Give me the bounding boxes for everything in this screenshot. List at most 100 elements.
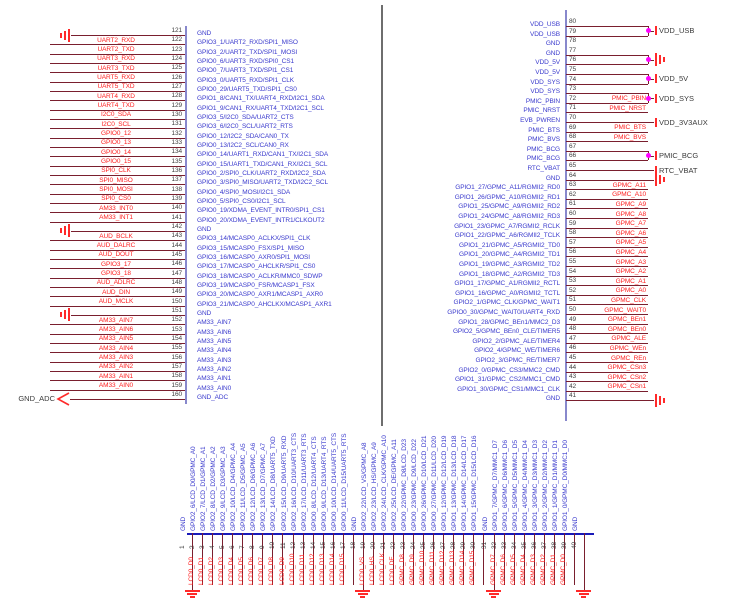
net-label: AM33_AIN3 xyxy=(98,354,134,362)
pin-number: 128 xyxy=(171,92,182,100)
net-label: AM33_AIN2 xyxy=(98,363,134,371)
pin-wire xyxy=(503,533,505,585)
pin-wire xyxy=(453,533,455,585)
pin-number: 8 xyxy=(249,545,257,549)
net-label: GPMC_D7 xyxy=(489,554,497,585)
pin-wire xyxy=(50,258,185,260)
pin-wire xyxy=(566,208,648,210)
ground-symbol xyxy=(64,310,66,320)
net-label: AM33_AIN5 xyxy=(98,335,134,343)
pin-number: 75 xyxy=(569,66,577,73)
pin-wire xyxy=(566,112,648,114)
pin-name: PMIC_BCG xyxy=(526,155,560,163)
pin-wire xyxy=(372,533,374,585)
pin-number: 55 xyxy=(569,258,577,265)
pin-name: GND xyxy=(545,49,560,57)
pin-number: 144 xyxy=(171,241,182,249)
pin-name: RTC_VBAT xyxy=(527,165,560,172)
power-port-pin-bar xyxy=(655,26,657,36)
pin-name: GPIO3_18/MCASP0_ACLKR/MMC0_SDWP xyxy=(197,272,323,280)
pin-number: 140 xyxy=(171,204,182,212)
ground-symbol xyxy=(655,173,657,187)
pin-wire xyxy=(71,314,185,316)
pin-name: GPIO0_27/GPMC_D11/LCD_D20 xyxy=(431,436,439,531)
pin-name: GPIO3_6/I2C0_SCL/UART2_RTS xyxy=(197,123,293,131)
pin-number: 147 xyxy=(171,269,182,277)
pin-name: GPIO1_13/GPMC_D13/LCD_D18 xyxy=(451,435,459,531)
pin-number: 13 xyxy=(299,541,307,549)
pin-wire xyxy=(566,400,648,402)
join-stub xyxy=(648,98,654,99)
pin-wire xyxy=(543,533,545,585)
pin-wire xyxy=(50,62,185,64)
pin-wire xyxy=(566,266,648,267)
pin-number: 37 xyxy=(540,541,548,549)
pin-name: GPIO2_14/LCD_D8/UART5_TXD xyxy=(270,436,278,531)
pin-name: GPIO1_9/CAN1_RX/UART4_TXD/I2C1_SCL xyxy=(197,104,324,112)
pin-name: GPIO0_23/GPMC_D9/LCD_D22 xyxy=(411,439,419,531)
net-label: SPI0_MOSI xyxy=(99,186,133,194)
pin-name: GPIO1_26/GPMC_A10/RGMII2_RD1 xyxy=(454,193,560,201)
pin-wire xyxy=(352,533,354,585)
pin-name: PMIC_BCG xyxy=(526,145,560,153)
pin-number: 32 xyxy=(490,541,498,549)
net-label: GPMC_D2 xyxy=(539,554,547,585)
pin-number: 121 xyxy=(171,27,182,34)
pin-wire xyxy=(583,533,585,590)
pin-number: 71 xyxy=(569,104,577,112)
pin-name: GPIO1_17/GPMC_A1/RGMII2_RCTL xyxy=(454,280,560,288)
net-label: AM33_AIN1 xyxy=(98,372,134,380)
pin-name: GPIO2_24/LCD_CLK/GPMC_A10 xyxy=(381,435,388,531)
pin-name: PMIC_NRST xyxy=(523,107,560,115)
pin-name: GPIO2_0/GPMC_CS3/MMC2_CMD xyxy=(458,366,560,374)
power-port-label: RTC_VBAT xyxy=(659,165,698,175)
pin-name: PMIC_PBIN xyxy=(525,97,560,105)
pin-number: 66 xyxy=(569,152,577,160)
pin-name: GPIO1_24/GPMC_A8/RGMII2_RD3 xyxy=(458,213,560,220)
net-label: LCD0_D10 xyxy=(288,553,296,585)
gnd-adc-label: GND_ADC xyxy=(18,393,55,403)
power-port-label: VDD_3V3AUX xyxy=(659,117,708,127)
pin-wire xyxy=(50,165,185,167)
pin-wire xyxy=(50,81,185,83)
pin-number: 38 xyxy=(550,541,558,549)
pin-wire xyxy=(483,533,485,585)
pin-name: GPIO0_6/UART3_RXD/SPI0_CS1 xyxy=(197,57,294,65)
pin-number: 59 xyxy=(569,219,577,227)
pin-name: VDD_USB xyxy=(529,30,560,38)
net-label: AUD_DIN xyxy=(102,288,130,296)
pin-wire xyxy=(50,90,185,92)
net-label: AUD_MCLK xyxy=(98,298,134,306)
pin-name: AM33_AIN4 xyxy=(197,347,232,355)
net-label: GPMC_A9 xyxy=(615,200,646,208)
pin-number: 125 xyxy=(171,64,182,72)
net-label: UART2_RXD xyxy=(97,36,135,44)
pin-wire xyxy=(566,246,648,248)
pin-number: 50 xyxy=(569,306,577,313)
pin-name: GPIO2_23/LCD_HS/GPMC_A9 xyxy=(370,442,378,531)
pin-name: GPIO3_15/MCASP0_FSX/SP1_MISO xyxy=(197,244,305,252)
pin-number: 136 xyxy=(171,166,182,174)
pin-name: PMIC_BTS xyxy=(528,126,560,134)
net-label: PMIC_BTS xyxy=(614,124,646,132)
net-label: SPI0_CLK xyxy=(101,167,131,175)
pin-number: 64 xyxy=(569,171,577,179)
ground-symbol xyxy=(659,395,661,405)
pin-wire xyxy=(50,361,185,363)
pin-wire xyxy=(202,533,204,585)
net-label: LCD0_D12 xyxy=(308,553,316,585)
pin-name: GPIO1_30/GPMC_CS1/MMC1_CLK xyxy=(457,385,560,393)
ground-symbol xyxy=(576,590,592,592)
pin-number: 58 xyxy=(569,229,577,237)
pin-wire xyxy=(513,533,515,585)
pin-name: AM33_AIN2 xyxy=(197,365,232,373)
net-label: AUD_ADLRC xyxy=(96,279,136,287)
net-label: GPMC_A2 xyxy=(615,268,646,276)
ground-symbol xyxy=(64,30,66,40)
pin-wire xyxy=(413,533,415,585)
pin-wire xyxy=(282,533,284,585)
ground-symbol xyxy=(187,593,197,595)
pin-wire xyxy=(493,533,495,590)
net-label: GPMC_REn xyxy=(611,354,646,362)
pin-name: GPIO0_2/SPI0_CLK/UART2_RXD/I2C2_SDA xyxy=(197,169,326,177)
